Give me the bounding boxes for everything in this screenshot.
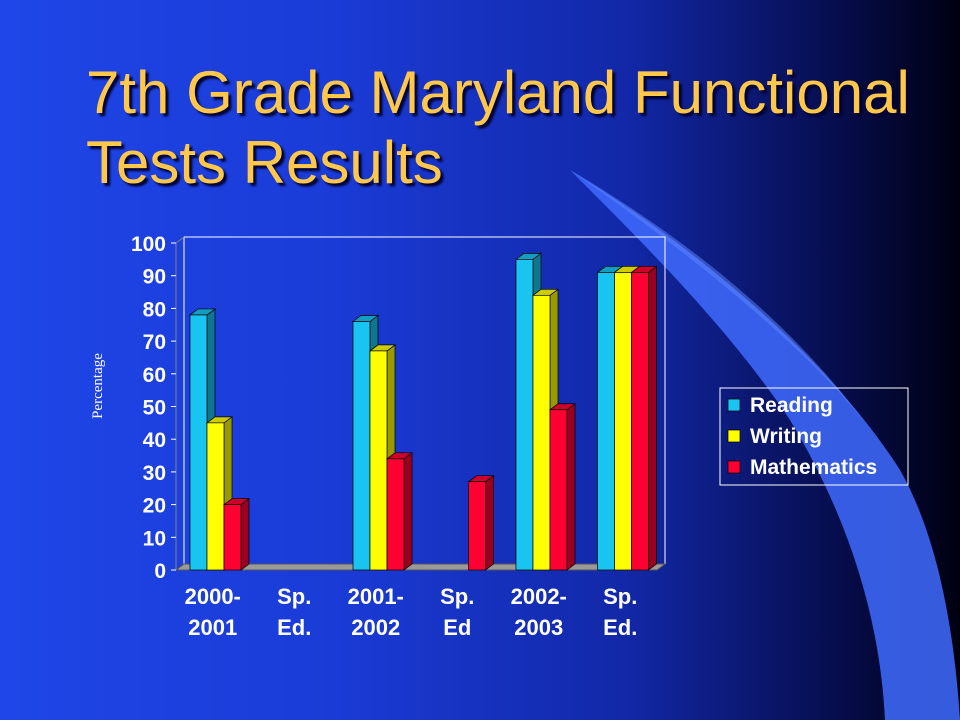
x-tick-label: Sp. [440, 584, 474, 609]
bar-reading [352, 321, 371, 571]
x-tick-label: 2003 [514, 615, 563, 640]
x-tick-label: 2001- [348, 584, 404, 609]
x-tick-label: 2002 [351, 615, 400, 640]
bar-writing [614, 272, 632, 571]
y-tick-label: 40 [143, 429, 166, 452]
x-tick-label: Ed. [277, 615, 311, 640]
y-tick-label: 20 [143, 495, 166, 518]
bar-writing [369, 350, 388, 571]
legend [719, 387, 909, 486]
legend-swatch-mathematics [727, 460, 741, 474]
slide-title: 7th Grade Maryland Functional Tests Resu… [86, 59, 910, 196]
x-tick-label: Sp. [277, 584, 311, 609]
bar-mathematics [386, 458, 405, 571]
bar-side-mathematics [648, 265, 657, 571]
legend-label-reading: Reading [750, 394, 833, 417]
legend-swatch-reading [727, 398, 741, 412]
bar-reading [189, 314, 208, 571]
bar-mathematics [549, 409, 568, 571]
y-tick-label: 70 [143, 331, 166, 354]
y-axis-top [175, 236, 185, 244]
bar-writing [532, 294, 551, 571]
x-tick-label: 2000- [185, 584, 241, 609]
bar-writing [206, 422, 225, 571]
bar-side-mathematics [240, 497, 250, 571]
x-tick-label: Ed [443, 615, 471, 640]
x-tick-label: Ed. [603, 615, 637, 640]
legend-swatch-writing [727, 429, 741, 443]
bar-side-mathematics [403, 452, 413, 571]
bar-side-mathematics [485, 475, 494, 571]
bar-side-mathematics [566, 403, 576, 571]
y-tick-label: 60 [143, 364, 166, 387]
bar-reading [597, 272, 615, 571]
y-tick-label: 50 [143, 397, 166, 420]
y-tick-label: 10 [143, 527, 166, 550]
y-tick-label: 100 [131, 233, 166, 256]
x-tick-label: 2002- [511, 584, 567, 609]
x-tick-label: 2001 [188, 615, 237, 640]
y-tick-label: 0 [154, 560, 166, 583]
chart-floor [174, 563, 667, 571]
plot-area [183, 236, 666, 565]
bar-reading [515, 259, 534, 571]
y-tick-label: 30 [143, 462, 166, 485]
x-tick-label: Sp. [603, 584, 637, 609]
legend-label-mathematics: Mathematics [750, 456, 877, 479]
legend-label-writing: Writing [750, 425, 822, 448]
y-tick-label: 80 [143, 298, 166, 321]
bar-mathematics [631, 272, 649, 571]
bar-mathematics [468, 481, 486, 571]
bar-mathematics [223, 504, 242, 571]
y-axis-title: Percentage [90, 353, 106, 419]
y-tick-label: 90 [143, 266, 166, 289]
